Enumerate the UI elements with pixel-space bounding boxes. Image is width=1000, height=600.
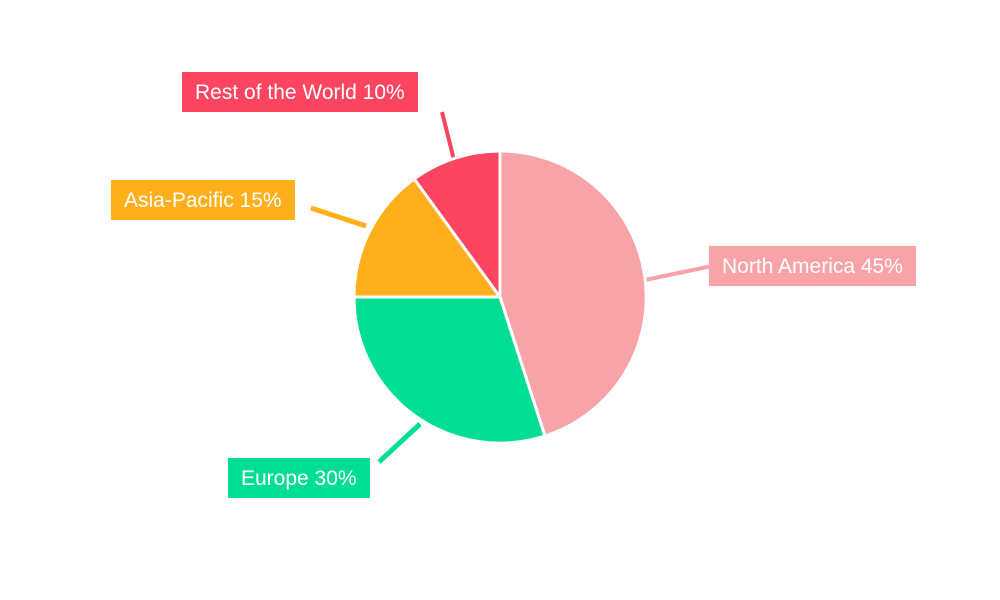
pie-label-asia-pacific[interactable]: Asia-Pacific 15%	[111, 180, 295, 220]
leader-line-north-america	[644, 264, 713, 282]
pie-slice-rest-of-world[interactable]	[412, 149, 502, 302]
pie-slice-north-america[interactable]	[498, 149, 648, 438]
pie-label-north-america[interactable]: North America 45%	[709, 246, 916, 286]
pie-slice-europe[interactable]	[352, 295, 547, 445]
leader-line-asia-pacific	[310, 205, 367, 229]
pie-label-europe[interactable]: Europe 30%	[228, 458, 370, 498]
pie-slices	[352, 149, 648, 445]
pie-slice-asia-pacific[interactable]	[352, 176, 503, 299]
pie-label-rest-of-world[interactable]: Rest of the World 10%	[182, 72, 418, 112]
leader-line-europe	[377, 422, 422, 464]
